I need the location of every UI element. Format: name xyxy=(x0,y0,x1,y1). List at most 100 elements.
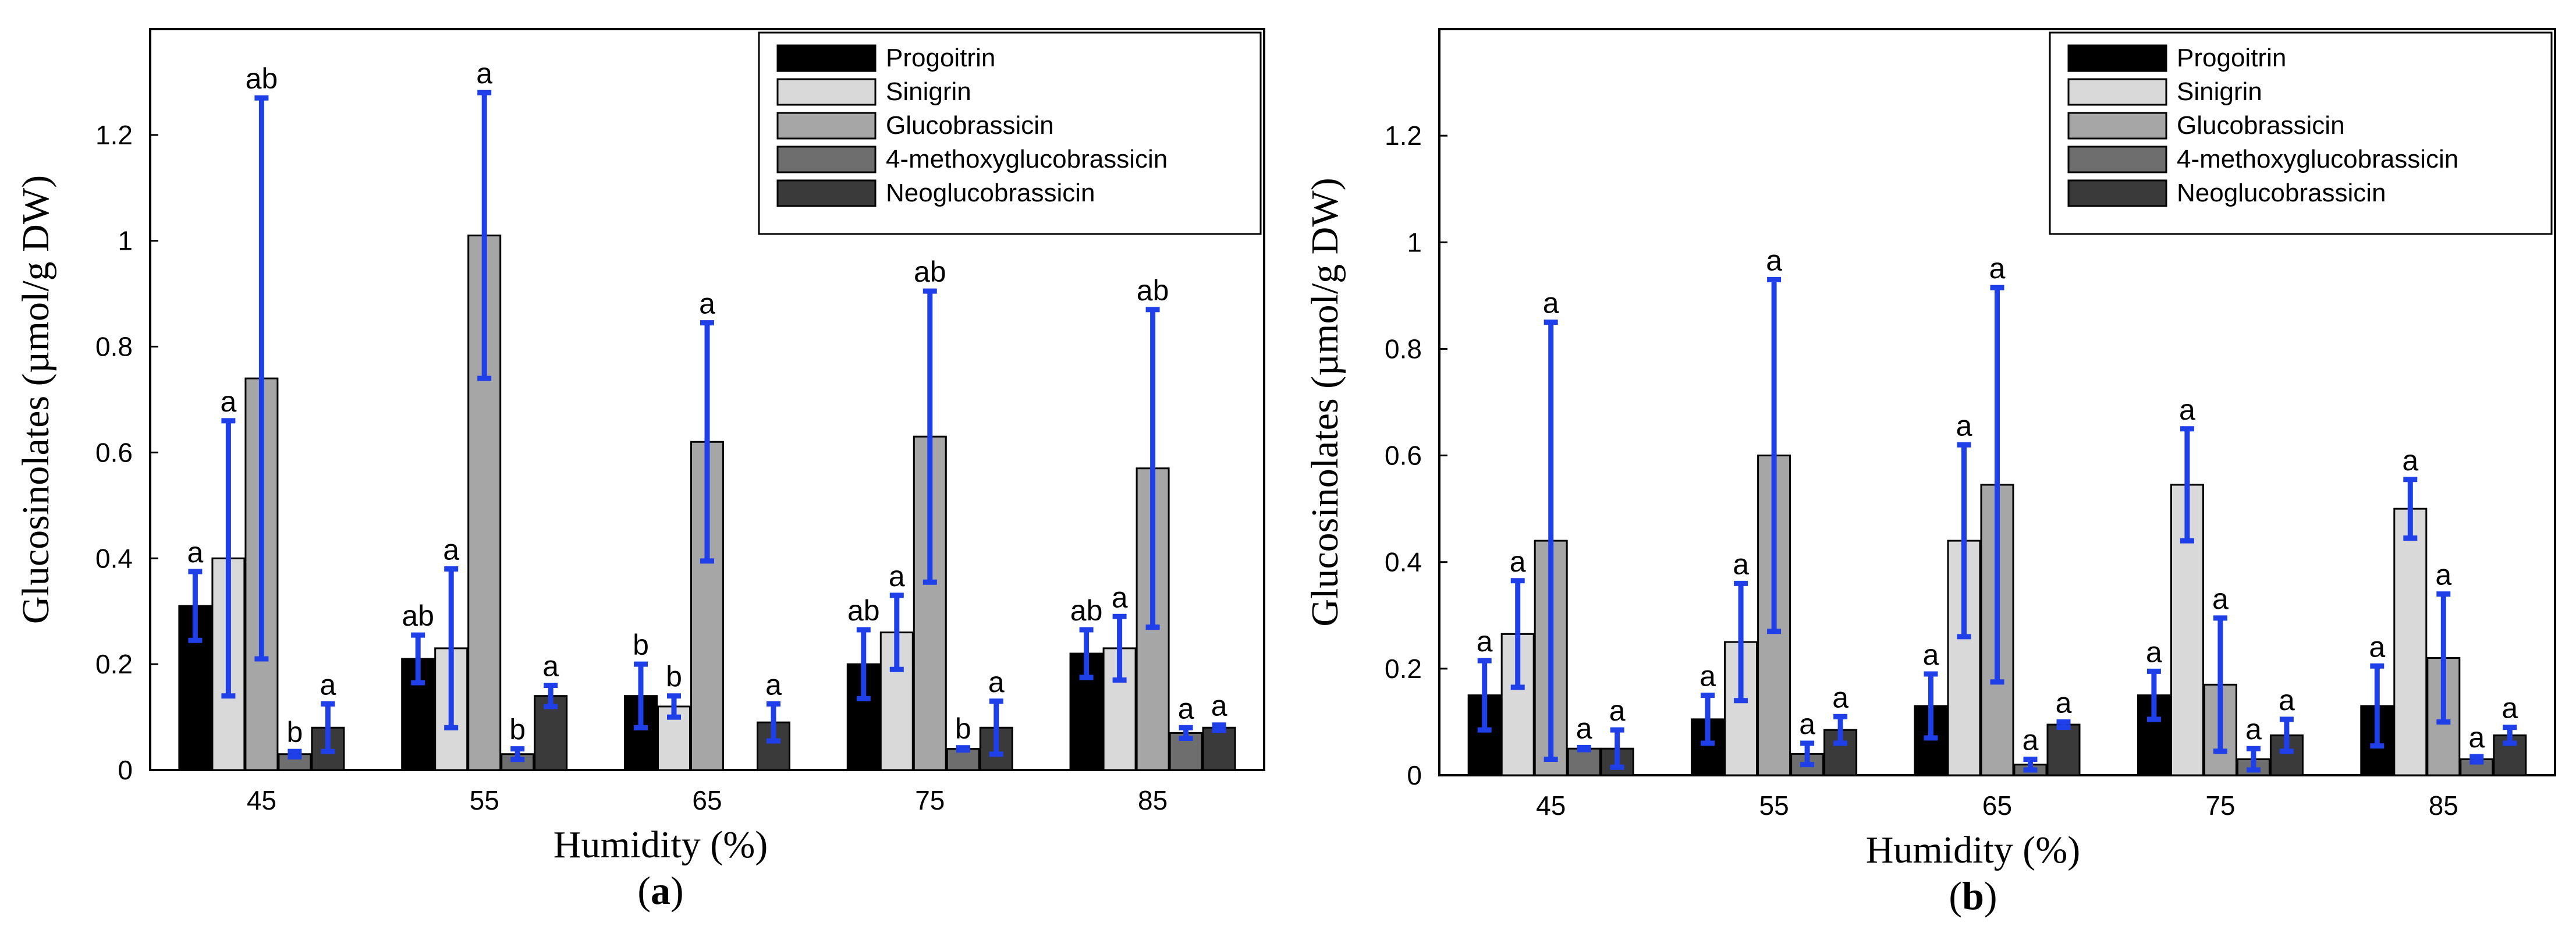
legend-swatch xyxy=(776,44,877,72)
significance-label: a xyxy=(699,288,715,320)
significance-label: a xyxy=(2468,721,2485,754)
significance-label: a xyxy=(1956,409,1972,442)
legend-entry: Neoglucobrassicin xyxy=(2177,179,2386,207)
significance-label: a xyxy=(2212,583,2229,615)
significance-label: a xyxy=(988,666,1005,698)
x-tick-label: 85 xyxy=(1138,785,1168,815)
legend: Progoitrin Sinigrin Glucobrassicin 4-methox… xyxy=(758,31,1262,235)
y-tick-label: 0.2 xyxy=(1385,654,1422,684)
legend-entry: 4-methoxyglucobrassicin xyxy=(2177,145,2458,173)
legend-entry: Glucobrassicin xyxy=(886,111,1054,140)
significance-label: ab xyxy=(914,256,946,288)
panel-label: (b) xyxy=(1949,874,1997,918)
legend-entry: Neoglucobrassicin xyxy=(886,179,1095,207)
bar-neoglucobrassicin xyxy=(2046,723,2081,776)
y-tick-label: 0.8 xyxy=(1385,333,1422,364)
panel-letter: a xyxy=(651,868,670,913)
y-tick-label: 1.2 xyxy=(95,120,133,150)
bar-sinigrin xyxy=(1102,647,1137,771)
x-tick-label: 45 xyxy=(247,785,276,815)
significance-label: a xyxy=(443,533,459,566)
significance-label: a xyxy=(1799,708,1815,740)
y-tick-label: 0.6 xyxy=(1385,441,1422,471)
significance-label: ab xyxy=(1137,274,1169,307)
y-tick-label: 0.6 xyxy=(95,437,133,467)
panel-label: (a) xyxy=(637,868,683,913)
panel-letter: b xyxy=(1962,874,1984,918)
bar-neoglucobrassicin xyxy=(757,721,790,771)
significance-label: a xyxy=(2435,559,2451,591)
y-axis-label: Glucosinolates (µmol/g DW) xyxy=(1304,178,1346,626)
significance-label: a xyxy=(1543,287,1559,320)
significance-label: a xyxy=(476,57,492,90)
significance-label: b xyxy=(666,661,682,693)
x-tick-label: 85 xyxy=(2429,790,2458,821)
legend-entry: Progoitrin xyxy=(886,44,995,72)
significance-label: a xyxy=(2402,444,2418,477)
significance-label: b xyxy=(633,629,649,661)
bar-4-methoxyglucobrassicin xyxy=(1567,747,1601,776)
x-axis-label: Humidity (%) xyxy=(553,824,768,866)
x-tick-label: 65 xyxy=(1982,790,2012,821)
significance-label: a xyxy=(1477,625,1493,658)
bar-neoglucobrassicin xyxy=(1202,726,1236,771)
x-tick-label: 65 xyxy=(692,785,722,815)
significance-label: a xyxy=(765,668,782,701)
chart-panel-b: 00.20.40.60.811.245aaaaa55aaaaa65aaaaa75… xyxy=(1304,28,2556,918)
significance-label: a xyxy=(1733,548,1749,580)
x-tick-label: 55 xyxy=(1759,790,1789,821)
y-tick-label: 0.8 xyxy=(95,332,133,362)
significance-label: ab xyxy=(402,599,434,632)
significance-label: a xyxy=(2146,636,2162,668)
significance-label: a xyxy=(1699,660,1716,693)
legend-entry: Glucobrassicin xyxy=(2177,111,2345,140)
legend-entry: Sinigrin xyxy=(886,77,971,106)
significance-label: ab xyxy=(246,62,278,95)
bar-sinigrin xyxy=(2170,484,2204,776)
bar-sinigrin xyxy=(2393,508,2428,776)
y-tick-label: 1.2 xyxy=(1385,120,1422,151)
legend-swatch xyxy=(776,179,877,207)
y-tick-label: 0.4 xyxy=(95,543,133,573)
significance-label: a xyxy=(2279,684,2295,716)
bar-glucobrassicin xyxy=(1980,484,2014,776)
significance-label: a xyxy=(1609,694,1626,727)
significance-label: a xyxy=(1178,692,1194,725)
significance-label: a xyxy=(2056,686,2072,719)
legend-entry: Progoitrin xyxy=(2177,44,2286,72)
significance-label: a xyxy=(2502,692,2518,725)
significance-label: a xyxy=(2179,393,2195,426)
significance-label: ab xyxy=(847,594,880,627)
significance-label: a xyxy=(1510,545,1526,578)
significance-label: a xyxy=(320,668,336,701)
y-tick-label: 0.4 xyxy=(1385,547,1422,577)
y-tick-label: 1 xyxy=(118,226,133,256)
legend-swatch xyxy=(776,112,877,140)
legend-swatch xyxy=(2067,146,2167,173)
x-tick-label: 75 xyxy=(915,785,945,815)
legend-swatch xyxy=(2067,179,2167,207)
y-axis-label: Glucosinolates (µmol/g DW) xyxy=(15,175,57,624)
legend-entry: Sinigrin xyxy=(2177,77,2262,106)
significance-label: a xyxy=(1576,712,1592,744)
legend-swatch xyxy=(2067,112,2167,140)
significance-label: b xyxy=(286,716,303,748)
significance-label: a xyxy=(1112,581,1128,613)
y-tick-label: 0 xyxy=(1407,760,1422,790)
significance-label: ab xyxy=(1070,594,1103,627)
x-tick-label: 75 xyxy=(2205,790,2235,821)
significance-label: a xyxy=(1832,681,1848,714)
significance-label: a xyxy=(2369,630,2385,663)
bar-progoitrin xyxy=(178,605,212,771)
significance-label: b xyxy=(509,714,526,746)
legend-swatch xyxy=(2067,78,2167,106)
significance-label: a xyxy=(1989,252,2006,285)
legend-entry: 4-methoxyglucobrassicin xyxy=(886,145,1168,173)
significance-label: a xyxy=(187,536,203,569)
legend-swatch xyxy=(776,146,877,173)
significance-label: a xyxy=(220,385,236,418)
x-tick-label: 45 xyxy=(1536,790,1566,821)
significance-label: a xyxy=(2245,713,2262,746)
x-tick-label: 55 xyxy=(470,785,499,815)
